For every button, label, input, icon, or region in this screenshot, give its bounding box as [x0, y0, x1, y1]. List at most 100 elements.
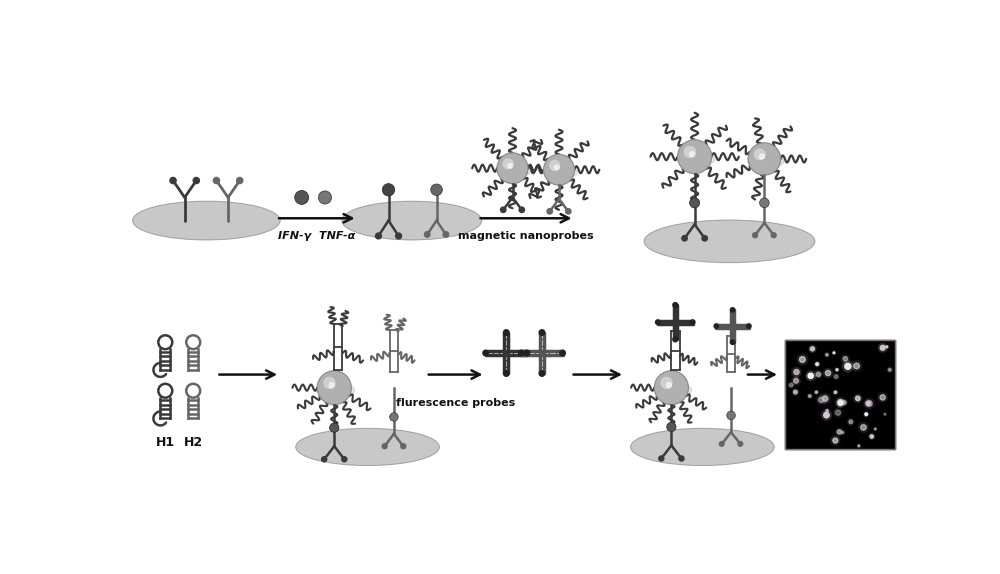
Circle shape — [885, 345, 889, 348]
Circle shape — [539, 371, 545, 377]
Circle shape — [719, 441, 724, 446]
Circle shape — [825, 352, 829, 357]
Circle shape — [874, 428, 877, 430]
Circle shape — [401, 444, 406, 449]
Circle shape — [835, 410, 841, 415]
Circle shape — [792, 377, 800, 385]
Circle shape — [544, 154, 574, 185]
Circle shape — [678, 139, 712, 173]
Circle shape — [547, 208, 552, 214]
Circle shape — [504, 371, 509, 377]
Circle shape — [878, 393, 888, 402]
Ellipse shape — [748, 155, 784, 168]
Circle shape — [193, 177, 199, 184]
Circle shape — [431, 184, 442, 196]
Circle shape — [443, 232, 449, 237]
Circle shape — [508, 164, 512, 168]
Circle shape — [322, 457, 327, 462]
Circle shape — [330, 423, 339, 432]
Circle shape — [833, 390, 838, 394]
Circle shape — [869, 433, 875, 439]
Circle shape — [870, 435, 873, 438]
Circle shape — [659, 456, 664, 461]
Circle shape — [838, 401, 843, 406]
Circle shape — [823, 369, 833, 378]
Circle shape — [500, 207, 506, 212]
Circle shape — [788, 382, 794, 388]
Circle shape — [818, 397, 824, 402]
Circle shape — [497, 153, 528, 184]
Circle shape — [821, 410, 831, 420]
Circle shape — [390, 413, 398, 421]
Circle shape — [864, 398, 875, 409]
Circle shape — [831, 436, 840, 445]
Circle shape — [836, 397, 845, 407]
Circle shape — [836, 399, 844, 408]
Text: H2: H2 — [184, 436, 203, 449]
Circle shape — [755, 149, 765, 160]
Circle shape — [888, 369, 891, 371]
Circle shape — [887, 367, 892, 373]
Circle shape — [792, 367, 801, 377]
Ellipse shape — [631, 428, 774, 466]
Circle shape — [794, 378, 798, 383]
Circle shape — [874, 428, 876, 430]
Circle shape — [849, 420, 853, 424]
Circle shape — [682, 235, 687, 241]
Circle shape — [519, 350, 524, 356]
Circle shape — [667, 422, 676, 432]
Circle shape — [690, 152, 695, 157]
Circle shape — [760, 198, 769, 208]
Ellipse shape — [644, 220, 815, 262]
Circle shape — [684, 146, 695, 157]
Circle shape — [566, 208, 571, 214]
Circle shape — [842, 432, 844, 433]
Circle shape — [382, 444, 387, 449]
Circle shape — [524, 350, 530, 356]
Circle shape — [318, 191, 332, 204]
Ellipse shape — [133, 201, 280, 240]
Circle shape — [825, 370, 831, 376]
Circle shape — [815, 391, 817, 393]
Circle shape — [748, 143, 781, 175]
Circle shape — [170, 177, 176, 184]
Circle shape — [324, 378, 335, 389]
Circle shape — [833, 352, 835, 354]
Circle shape — [794, 370, 799, 375]
Circle shape — [747, 324, 751, 328]
Circle shape — [654, 371, 688, 405]
Ellipse shape — [544, 166, 578, 178]
Circle shape — [854, 394, 862, 402]
Ellipse shape — [497, 164, 531, 177]
Circle shape — [714, 324, 719, 328]
Circle shape — [342, 457, 347, 462]
Circle shape — [759, 154, 764, 159]
Circle shape — [673, 337, 678, 342]
Circle shape — [727, 411, 735, 420]
Circle shape — [833, 374, 839, 380]
Circle shape — [866, 401, 870, 405]
Circle shape — [866, 401, 872, 406]
Circle shape — [864, 412, 869, 417]
Circle shape — [792, 389, 799, 395]
Circle shape — [237, 177, 243, 184]
Text: flurescence probes: flurescence probes — [396, 398, 516, 408]
Bar — [785, 340, 895, 449]
Circle shape — [856, 396, 860, 401]
Circle shape — [799, 356, 805, 362]
Circle shape — [825, 409, 829, 413]
Circle shape — [832, 351, 836, 354]
Bar — [785, 340, 895, 449]
Circle shape — [738, 441, 743, 446]
Text: magnetic nanoprobes: magnetic nanoprobes — [458, 231, 593, 241]
Circle shape — [317, 371, 351, 405]
Circle shape — [375, 233, 381, 239]
Circle shape — [806, 371, 816, 381]
Ellipse shape — [317, 383, 355, 397]
Circle shape — [842, 361, 853, 372]
Circle shape — [539, 329, 545, 335]
Circle shape — [794, 390, 797, 394]
Circle shape — [808, 373, 813, 378]
Circle shape — [815, 362, 820, 367]
Circle shape — [679, 456, 684, 461]
